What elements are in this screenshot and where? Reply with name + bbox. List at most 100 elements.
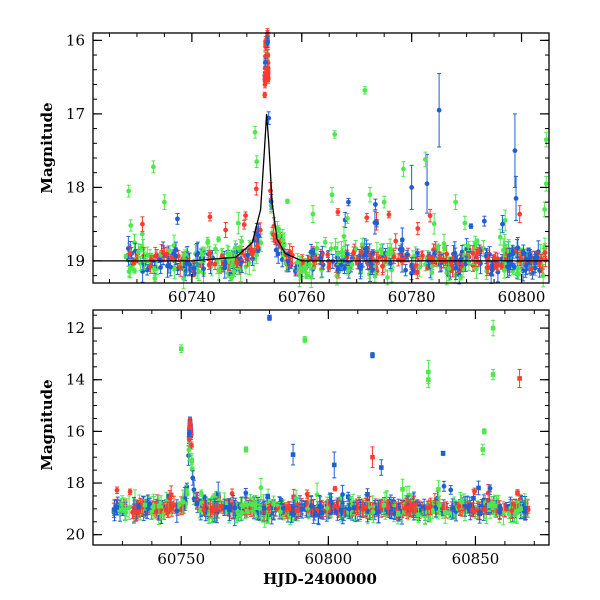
data-point [249, 251, 255, 257]
data-point [370, 267, 376, 272]
data-point [397, 247, 403, 252]
data-point [329, 506, 335, 512]
data-point [441, 245, 447, 251]
data-point [151, 164, 156, 170]
data-point [431, 221, 437, 227]
data-point [222, 260, 228, 266]
y-tick-label: 18 [66, 178, 85, 196]
data-point [237, 245, 243, 250]
data-point [429, 270, 435, 275]
data-point [297, 272, 302, 278]
data-point [543, 181, 549, 187]
data-point [223, 227, 229, 233]
data-point [513, 196, 519, 201]
data-point [234, 259, 240, 265]
data-point [132, 240, 137, 246]
data-point [346, 199, 351, 205]
data-point [219, 253, 225, 259]
data-point [328, 246, 334, 252]
data-point [262, 92, 268, 98]
y-tick-label: 17 [66, 105, 85, 123]
data-point [297, 265, 303, 271]
data-point [158, 265, 164, 270]
data-point [314, 245, 320, 251]
data-point [127, 251, 133, 256]
data-point [381, 199, 387, 205]
data-point [325, 252, 331, 258]
data-point [168, 264, 174, 270]
data-point [475, 248, 481, 253]
data-point [262, 59, 268, 65]
data-point [348, 504, 353, 509]
data-point [393, 238, 399, 244]
data-point [335, 209, 341, 215]
data-point [534, 255, 540, 260]
data-point [340, 492, 345, 497]
data-point [483, 500, 488, 506]
data-point [401, 166, 406, 172]
data-point [386, 212, 392, 217]
data-point [441, 241, 447, 247]
data-point [368, 261, 374, 267]
data-point [542, 244, 548, 249]
data-point [465, 243, 471, 249]
top-panel-model-curve [93, 113, 549, 262]
data-point [139, 231, 145, 237]
data-point [245, 252, 251, 258]
data-point [135, 249, 141, 255]
data-point [207, 214, 213, 220]
data-point [472, 241, 478, 247]
data-point [476, 505, 482, 511]
data-point [489, 267, 495, 273]
data-point [415, 270, 420, 275]
data-point [385, 275, 390, 280]
data-point [280, 237, 286, 243]
data-point [436, 107, 442, 113]
data-point [286, 508, 291, 513]
data-point [543, 137, 549, 143]
data-point [275, 251, 281, 257]
data-point [167, 248, 173, 254]
data-point [340, 253, 345, 259]
data-point [254, 159, 260, 165]
data-point [345, 216, 350, 221]
data-point [243, 213, 248, 218]
data-point [216, 236, 221, 242]
data-point [343, 506, 349, 512]
x-tick-label: 60780 [388, 288, 436, 306]
data-point [205, 240, 211, 246]
data-point [372, 220, 378, 225]
data-point [164, 251, 170, 257]
data-point [329, 192, 335, 198]
data-point [302, 265, 308, 271]
data-point [310, 211, 316, 217]
data-point [276, 226, 282, 232]
data-point [171, 243, 177, 248]
data-point [483, 253, 489, 259]
data-point [154, 252, 160, 258]
data-point [344, 251, 350, 257]
data-point [246, 260, 252, 266]
data-point [191, 266, 197, 271]
data-point [514, 271, 520, 277]
data-point [255, 243, 260, 249]
data-point [512, 148, 518, 154]
data-point [335, 266, 341, 272]
data-point [378, 247, 384, 252]
data-point [500, 221, 505, 227]
top-panel: 60740 60760 60780 60800 16 17 18 19 Magnitude [38, 28, 550, 306]
data-point [404, 252, 410, 257]
data-point [543, 257, 548, 263]
x-tick-label: 60760 [278, 288, 326, 306]
data-point [332, 132, 338, 137]
data-point [517, 502, 522, 508]
data-point [333, 245, 338, 251]
data-point [495, 256, 501, 262]
data-point [128, 223, 134, 228]
data-point [364, 245, 370, 251]
data-point [367, 192, 373, 198]
x-tick-label: 60800 [498, 288, 546, 306]
data-point [351, 250, 356, 256]
